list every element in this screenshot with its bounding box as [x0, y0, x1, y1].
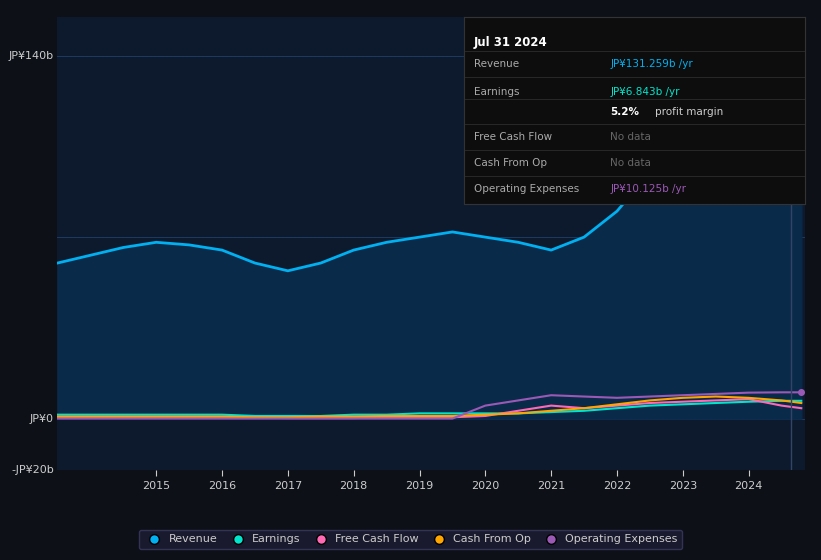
Text: JP¥6.843b /yr: JP¥6.843b /yr: [610, 87, 680, 97]
Text: Jul 31 2024: Jul 31 2024: [474, 36, 548, 49]
Text: Cash From Op: Cash From Op: [474, 158, 547, 168]
Text: No data: No data: [610, 132, 651, 142]
Text: 5.2%: 5.2%: [610, 108, 640, 118]
Text: JP¥0: JP¥0: [30, 413, 53, 423]
Legend: Revenue, Earnings, Free Cash Flow, Cash From Op, Operating Expenses: Revenue, Earnings, Free Cash Flow, Cash …: [139, 530, 682, 549]
Text: JP¥131.259b /yr: JP¥131.259b /yr: [610, 59, 693, 69]
Text: -JP¥20b: -JP¥20b: [11, 465, 53, 475]
Text: profit margin: profit margin: [654, 108, 723, 118]
Text: Operating Expenses: Operating Expenses: [474, 184, 580, 194]
Text: Free Cash Flow: Free Cash Flow: [474, 132, 553, 142]
Text: Revenue: Revenue: [474, 59, 519, 69]
Text: Earnings: Earnings: [474, 87, 520, 97]
Text: JP¥140b: JP¥140b: [8, 51, 53, 60]
Text: No data: No data: [610, 158, 651, 168]
Text: JP¥10.125b /yr: JP¥10.125b /yr: [610, 184, 686, 194]
